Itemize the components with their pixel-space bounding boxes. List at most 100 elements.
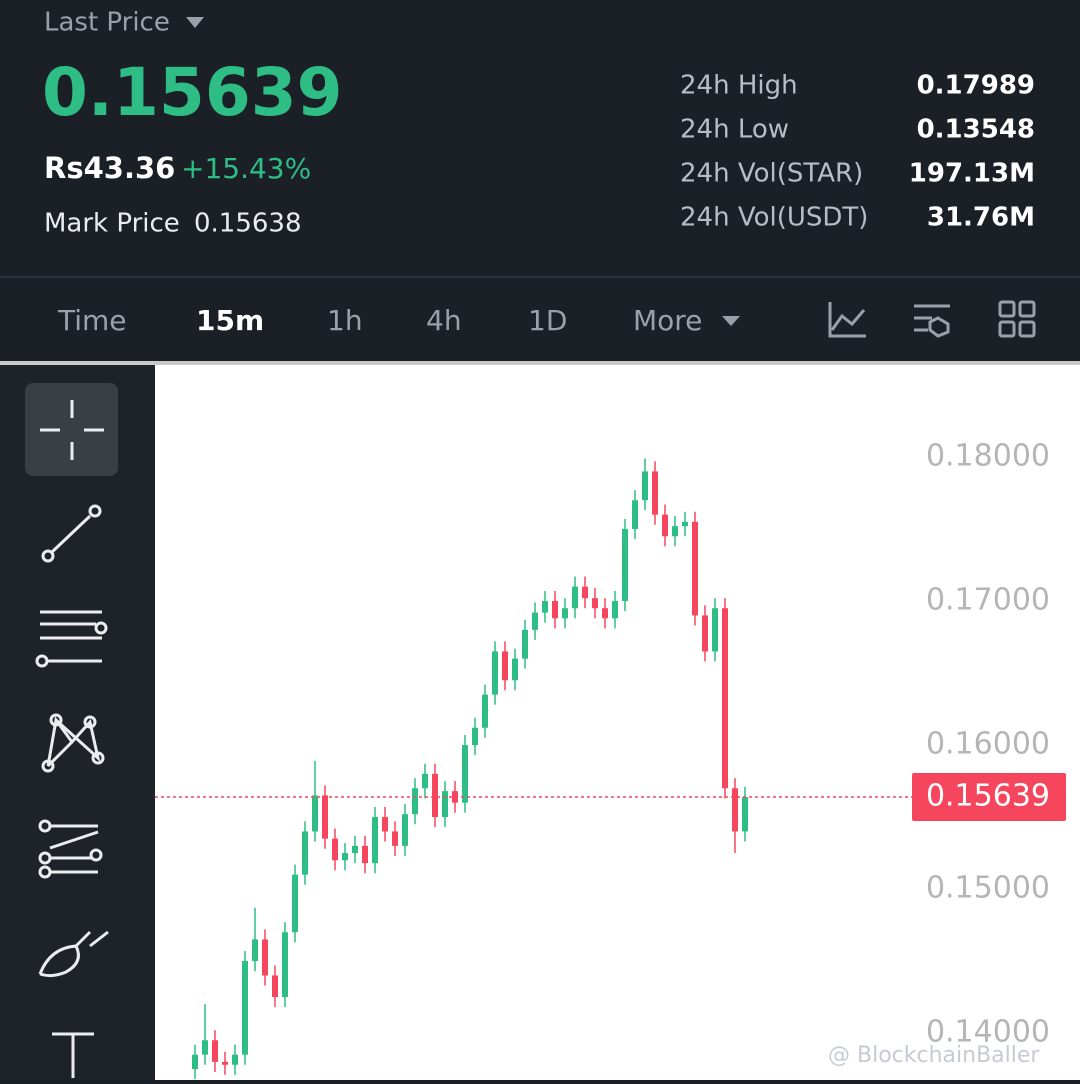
candle-body	[242, 961, 248, 1055]
handle	[91, 751, 105, 765]
candle-body	[212, 1040, 218, 1062]
candle-body	[662, 514, 668, 537]
candle-body	[592, 598, 598, 609]
handle	[38, 819, 52, 833]
candle-body	[462, 745, 468, 803]
interval-tab[interactable]: More	[633, 304, 702, 337]
crosshair-tool[interactable]	[25, 383, 118, 476]
candle-body	[322, 795, 328, 839]
y-tick-label: 0.16000	[926, 727, 1050, 762]
drawing-tools	[25, 383, 118, 1078]
candle-body	[332, 838, 338, 861]
layout-icon[interactable]	[998, 300, 1016, 318]
handle	[94, 621, 108, 635]
candle-body	[192, 1054, 198, 1070]
stat-value: 197.13M	[909, 159, 1035, 189]
candle-body	[352, 845, 358, 854]
candle-body	[542, 601, 548, 613]
candle-body	[252, 939, 258, 962]
candle-body	[492, 651, 498, 695]
candle-body	[622, 529, 628, 602]
candle-body	[262, 939, 268, 976]
brush-tool[interactable]	[38, 930, 109, 978]
last-price-label[interactable]: Last Price	[44, 8, 170, 38]
last-price-tag-label: 0.15639	[926, 779, 1050, 814]
stat-label: 24h High	[680, 71, 798, 101]
candle-body	[672, 526, 678, 537]
dropdown-arrow	[186, 17, 204, 28]
dropdown-arrow	[722, 316, 740, 326]
interval-tab[interactable]: Time	[57, 304, 127, 337]
candle-body	[642, 471, 648, 501]
candle-body	[402, 814, 408, 846]
handle	[35, 654, 49, 668]
candle-body	[272, 975, 278, 998]
candlestick-chart: 0.14000 0.15000 0.16000 0.17000 0.18000 0.156…	[155, 439, 1066, 1080]
settings-icon[interactable]	[914, 304, 950, 338]
candle-body	[432, 773, 438, 818]
stats: 24h High 0.17989 24h Low 0.13548 24h Vol(STA…	[680, 71, 1035, 233]
indicator-icon[interactable]	[828, 302, 866, 338]
candle-body	[342, 853, 348, 861]
candle-body	[742, 797, 748, 832]
interval-tab[interactable]: 4h	[426, 304, 462, 337]
candle-body	[312, 795, 318, 832]
layout-icon	[998, 320, 1016, 338]
stat-label: 24h Low	[680, 115, 789, 145]
interval-tabs: Time 15m 1h 4h 1D More	[57, 304, 702, 337]
handle	[83, 715, 97, 729]
candle-body	[362, 845, 368, 864]
layout-icon	[1018, 300, 1036, 318]
candle-body	[512, 658, 518, 681]
candle-body	[442, 791, 448, 818]
stat-label: 24h Vol(USDT)	[680, 203, 868, 233]
last-price: 0.15639	[42, 54, 343, 131]
candle-body	[222, 1061, 228, 1065]
candle-body	[502, 651, 508, 681]
candle-body	[562, 608, 568, 619]
candle-body	[422, 773, 428, 789]
handle	[49, 713, 63, 727]
y-tick-label: 0.14000	[926, 1015, 1050, 1050]
change: +15.43%	[181, 152, 311, 185]
candle-body	[572, 586, 578, 609]
candle-body	[522, 629, 528, 659]
line-tool[interactable]	[50, 514, 92, 554]
candle-body	[582, 586, 588, 599]
candle-body	[302, 831, 308, 875]
candle-body	[202, 1040, 208, 1055]
y-tick-label: 0.18000	[926, 439, 1050, 474]
candle-body	[412, 788, 418, 815]
candle-body	[682, 521, 688, 527]
fiat-price: Rs43.36	[44, 151, 175, 185]
candle-body	[652, 471, 658, 515]
stat-value: 31.76M	[927, 203, 1035, 233]
candle-body	[282, 932, 288, 998]
interval-tab[interactable]: 1D	[528, 304, 567, 337]
text-tool[interactable]	[52, 1032, 94, 1078]
interval-tab[interactable]: 15m	[196, 304, 264, 337]
stat-value: 0.13548	[917, 115, 1035, 145]
handle	[38, 851, 52, 865]
channel-tool[interactable]	[40, 610, 102, 663]
candle-body	[532, 612, 538, 630]
chart-area	[155, 365, 1080, 1080]
candle-body	[702, 615, 708, 652]
mark-price: 0.15638	[194, 209, 302, 239]
interval-tab[interactable]: 1h	[327, 304, 363, 337]
candle-body	[722, 608, 728, 789]
layout-icon	[1018, 320, 1036, 338]
candle-body	[612, 601, 618, 619]
fib-tool[interactable]	[49, 824, 99, 874]
handle	[88, 504, 102, 518]
crosshair-icon	[40, 400, 104, 460]
candle-body	[232, 1054, 238, 1065]
candle-body	[482, 694, 488, 728]
stat-value: 0.17989	[917, 71, 1035, 101]
candle-body	[472, 727, 478, 746]
watermark: @ BlockchainBaller	[828, 1043, 1040, 1068]
candle-body	[552, 601, 558, 619]
separator	[0, 361, 1080, 365]
